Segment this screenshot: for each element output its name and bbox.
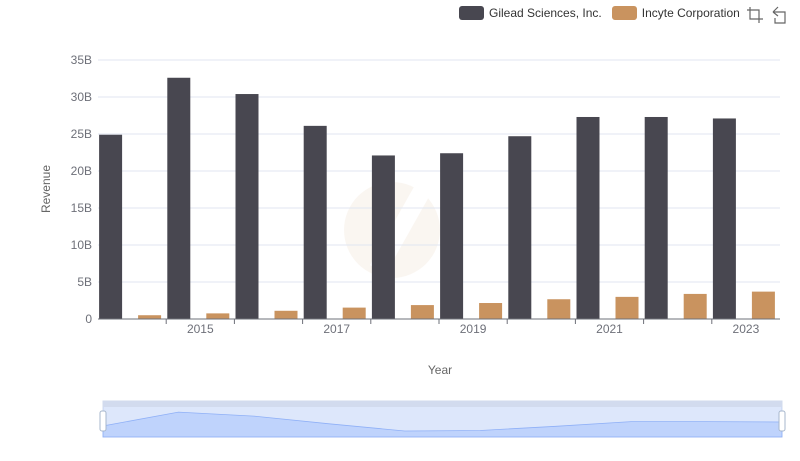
bar-gilead-2017[interactable] [303,125,327,319]
bar-incyte-2021[interactable] [615,296,639,319]
legend-label-incyte: Incyte Corporation [641,6,740,20]
x-tick-label: 2023 [733,322,760,336]
bar-gilead-2020[interactable] [508,136,532,319]
legend-item-incyte[interactable]: Incyte Corporation [611,6,740,20]
slider-handle-left[interactable] [99,410,107,432]
bar-incyte-2016[interactable] [274,310,298,319]
legend: Gilead Sciences, Inc. Incyte Corporation [459,4,750,22]
y-axis-ticks: 0 5B 10B 15B 20B 25B 30B 35B [71,53,93,326]
x-axis-title: Year [428,363,452,377]
x-tick-label: 2019 [460,322,487,336]
bar-gilead-2023[interactable] [712,118,736,320]
y-tick-label: 30B [71,90,92,104]
slider-move-handle[interactable] [103,401,782,407]
x-tick-label: 2017 [323,322,350,336]
legend-swatch-incyte [611,6,637,20]
bar-gilead-2016[interactable] [235,94,259,319]
legend-item-gilead[interactable]: Gilead Sciences, Inc. [459,6,602,20]
bar-incyte-2018[interactable] [410,305,434,319]
bar-gilead-2022[interactable] [644,116,668,319]
y-tick-label: 10B [71,238,92,252]
y-tick-label: 35B [71,53,92,67]
x-tick-label: 2021 [596,322,623,336]
restore-icon[interactable] [770,6,788,24]
zoom-icon[interactable] [746,6,764,24]
bar-gilead-2014[interactable] [99,134,123,319]
x-tick-label: 2015 [187,322,214,336]
legend-swatch-gilead [459,6,484,20]
x-axis: 2015 2017 2019 2021 2023 [98,318,780,336]
bar-incyte-2015[interactable] [206,313,230,319]
bar-gilead-2018[interactable] [371,155,395,319]
bars [99,77,775,320]
bar-gilead-2021[interactable] [576,116,600,319]
y-tick-label: 5B [77,275,92,289]
y-tick-label: 15B [71,201,92,215]
bar-incyte-2014[interactable] [138,315,162,319]
bar-incyte-2023[interactable] [751,291,775,319]
y-tick-label: 25B [71,127,92,141]
bar-incyte-2022[interactable] [683,293,707,319]
legend-label-gilead: Gilead Sciences, Inc. [489,6,602,20]
bar-gilead-2019[interactable] [440,153,464,319]
data-zoom-slider[interactable] [99,400,786,438]
gridlines [98,59,780,320]
slider-handle-right[interactable] [778,410,786,432]
toolbox [746,6,794,24]
bar-incyte-2017[interactable] [342,307,366,319]
y-axis-title: Revenue [39,165,53,213]
y-tick-label: 0 [85,312,92,326]
bar-incyte-2019[interactable] [479,303,503,319]
bar-incyte-2020[interactable] [547,299,571,319]
bar-gilead-2015[interactable] [167,77,191,319]
y-tick-label: 20B [71,164,92,178]
